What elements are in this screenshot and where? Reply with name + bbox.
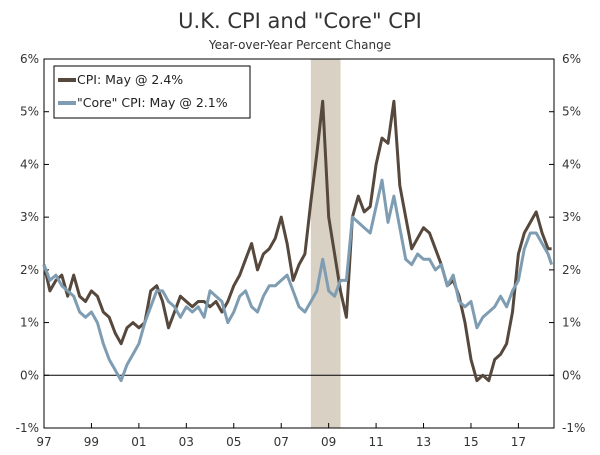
y-tick-label-left: 4% [20,157,39,171]
y-tick-label-right: 2% [562,263,581,277]
y-tick-label-left: 2% [20,263,39,277]
y-tick-label-left: 6% [20,52,39,66]
y-tick-label-right: 4% [562,157,581,171]
y-tick-label-right: 1% [562,316,581,330]
y-tick-label-left: 3% [20,210,39,224]
recession-shading [310,59,341,428]
x-tick-label: 01 [131,435,146,449]
y-tick-label-left: -1% [16,421,39,435]
x-tick-label: 05 [226,435,241,449]
plot-frame [43,58,555,429]
x-tick-label: 09 [321,435,336,449]
y-tick-label-right: 3% [562,210,581,224]
y-tick-label-left: 1% [20,316,39,330]
x-tick-label: 07 [274,435,289,449]
y-tick-label-right: 0% [562,368,581,382]
y-tick-label-left: 5% [20,105,39,119]
y-tick-label-right: 6% [562,52,581,66]
x-tick-label: 13 [416,435,431,449]
y-tick-label-right: -1% [562,421,585,435]
legend-label-core: "Core" CPI: May @ 2.1% [77,95,228,110]
chart-title: U.K. CPI and "Core" CPI [178,9,422,33]
legend-box [53,65,251,119]
series-line-cpi [42,99,552,383]
legend-label-cpi: CPI: May @ 2.4% [77,72,183,87]
x-tick-label: 11 [368,435,383,449]
series-line-core [42,178,554,383]
legend: CPI: May @ 2.4% "Core" CPI: May @ 2.1% [53,65,251,119]
x-tick-label: 99 [84,435,99,449]
y-axis-left: -1% 0% 1% 2% 3% 4% 5% 6% [16,52,49,435]
x-tick-label: 17 [511,435,526,449]
x-tick-label: 03 [179,435,194,449]
x-axis: 97 99 01 03 05 07 09 11 13 15 17 [36,423,526,449]
x-tick-label: 15 [463,435,478,449]
y-tick-label-right: 5% [562,105,581,119]
x-tick-label: 97 [36,435,51,449]
chart-subtitle: Year-over-Year Percent Change [208,38,391,52]
y-axis-right: -1% 0% 1% 2% 3% 4% 5% 6% [549,52,585,435]
y-tick-label-left: 0% [20,368,39,382]
